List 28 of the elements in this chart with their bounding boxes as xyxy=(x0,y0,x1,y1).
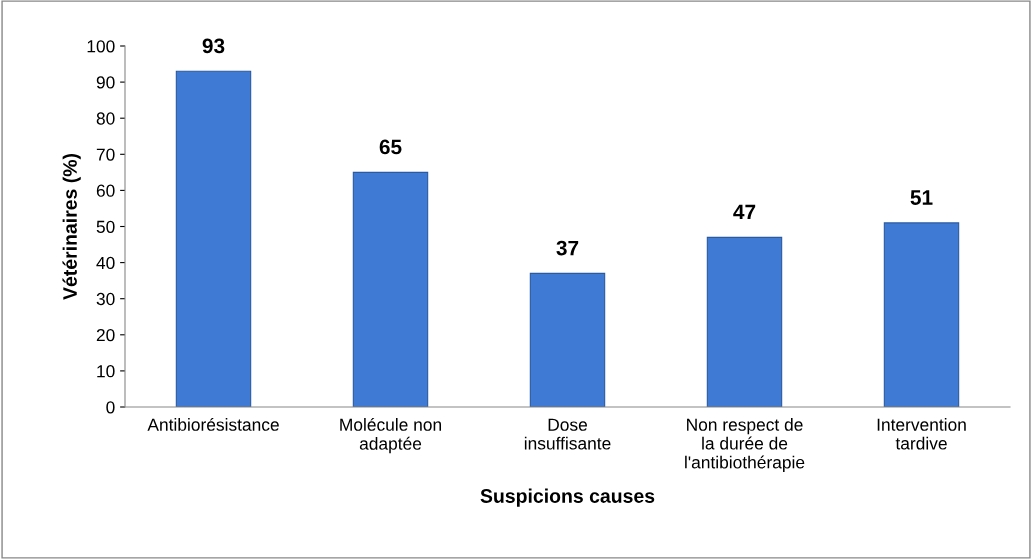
data-label: 47 xyxy=(733,204,756,220)
y-axis-title: Vétérinaires (%) xyxy=(62,153,81,300)
x-tick-label: Non respect de la durée de l'antibiothérapie xyxy=(685,418,805,472)
y-tick-label: 40 xyxy=(96,256,115,270)
bar xyxy=(706,236,783,407)
y-tick-label: 80 xyxy=(96,112,115,125)
data-label: 65 xyxy=(379,139,402,155)
x-tick-label: Intervention tardive xyxy=(877,418,966,450)
data-label: 37 xyxy=(556,240,579,256)
data-label: 93 xyxy=(202,38,225,54)
x-tick-label: Antibiorésistance xyxy=(147,417,279,431)
y-tick-label: 0 xyxy=(106,401,115,414)
y-tick-label: 70 xyxy=(96,148,115,161)
y-tick-label: 50 xyxy=(96,220,115,233)
bar xyxy=(883,222,960,407)
bar xyxy=(529,272,606,407)
bar xyxy=(175,70,252,407)
bar xyxy=(352,171,429,407)
y-tick-label: 100 xyxy=(87,40,115,53)
x-tick-label: Dose insuffisante xyxy=(524,418,611,450)
y-tick-label: 90 xyxy=(96,76,115,89)
y-tick-label: 20 xyxy=(96,328,115,342)
y-tick-label: 10 xyxy=(97,365,115,378)
x-tick-label: Molécule non adaptée xyxy=(340,417,442,454)
y-tick-label: 60 xyxy=(96,184,115,197)
x-axis-title: Suspicions causes xyxy=(480,488,655,507)
data-label: 51 xyxy=(910,190,933,205)
y-tick-label: 30 xyxy=(96,292,115,306)
